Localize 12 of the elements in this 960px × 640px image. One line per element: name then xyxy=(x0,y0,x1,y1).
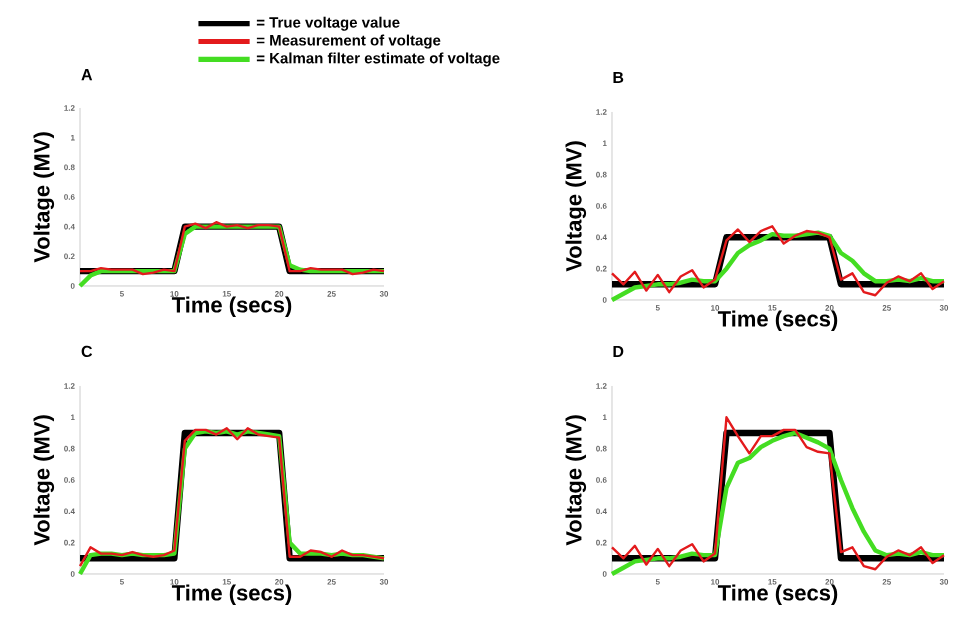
chart-title: B xyxy=(613,71,624,83)
chart-title: D xyxy=(613,345,624,357)
x-axis-title: Time (secs) xyxy=(171,296,292,317)
y-axis-title: Voltage (MV) xyxy=(33,132,55,263)
chart-title: C xyxy=(81,345,93,358)
y-axis-title: Voltage (MV) xyxy=(565,415,587,546)
y-axis-title: Voltage (MV) xyxy=(33,415,55,546)
x-axis-title: Time (secs) xyxy=(171,584,292,605)
y-axis-title: Voltage (MV) xyxy=(565,141,587,272)
x-axis-title: Time (secs) xyxy=(717,310,838,331)
x-axis-title: Time (secs) xyxy=(717,584,838,605)
chart-title: A xyxy=(81,69,93,81)
